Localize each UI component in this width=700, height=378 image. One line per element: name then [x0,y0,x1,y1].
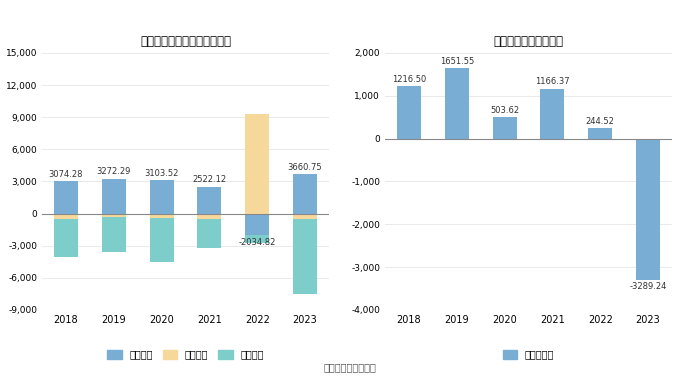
Text: -2034.82: -2034.82 [239,237,276,246]
Bar [493,117,517,139]
Text: 3074.28: 3074.28 [49,169,83,178]
Bar [54,214,78,219]
Bar [293,174,317,214]
Text: 3660.75: 3660.75 [288,163,323,172]
Bar [150,218,174,262]
Bar [102,217,126,252]
Bar [397,87,421,139]
Text: 1166.37: 1166.37 [535,77,570,87]
Text: 1651.55: 1651.55 [440,57,474,66]
Bar [197,214,221,220]
Bar [54,181,78,214]
Text: 2522.12: 2522.12 [193,175,227,184]
Text: 3272.29: 3272.29 [97,167,131,177]
Text: -3289.24: -3289.24 [629,282,667,291]
Bar [150,214,174,218]
Text: 数据来源：恒生聚源: 数据来源：恒生聚源 [323,363,377,372]
Bar [54,219,78,257]
Bar [588,128,612,139]
Bar [540,88,564,139]
Text: 244.52: 244.52 [586,117,615,126]
Bar [636,139,660,279]
Bar [197,187,221,214]
Bar [102,214,126,217]
Bar [444,68,469,139]
Bar [293,214,317,219]
Bar [150,180,174,214]
Bar [245,214,270,235]
Bar [293,219,317,294]
Bar [245,235,270,243]
Legend: 自由现金流: 自由现金流 [498,345,559,363]
Legend: 经营活动, 筹资活动, 投资活动: 经营活动, 筹资活动, 投资活动 [103,345,268,363]
Bar [102,178,126,214]
Text: 1216.50: 1216.50 [392,75,426,84]
Text: 503.62: 503.62 [490,106,519,115]
Bar [245,114,270,214]
Title: 联迪信息现金流净额（万元）: 联迪信息现金流净额（万元） [140,34,231,48]
Title: 自由现金流量（万元）: 自由现金流量（万元） [494,34,564,48]
Text: 3103.52: 3103.52 [144,169,178,178]
Bar [197,220,221,248]
